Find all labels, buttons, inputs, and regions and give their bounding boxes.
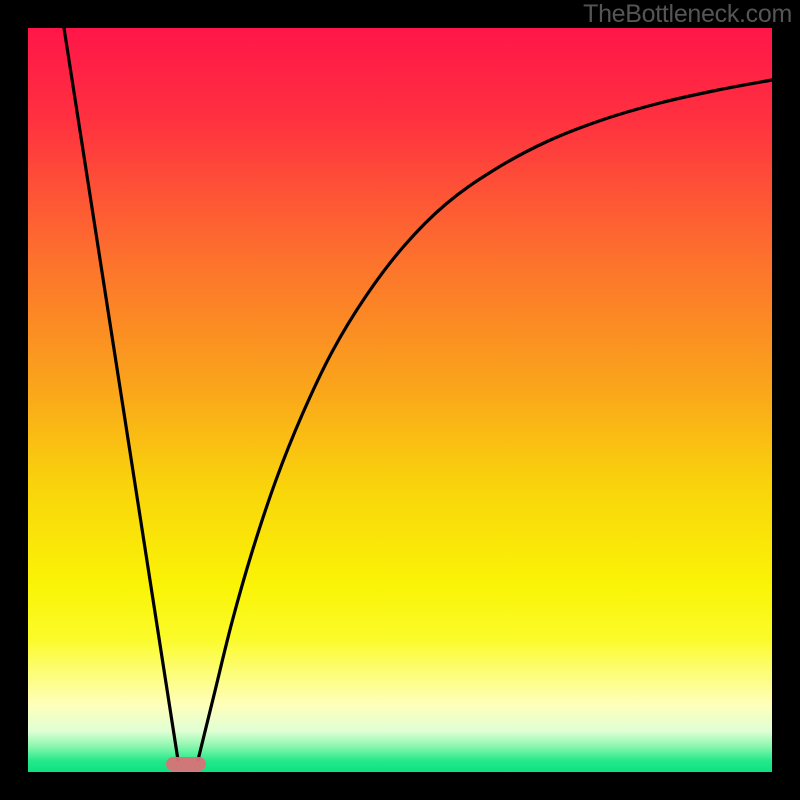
watermark-label: TheBottleneck.com xyxy=(583,0,792,29)
plot-gradient-background xyxy=(28,28,772,772)
chart-canvas: TheBottleneck.com xyxy=(0,0,800,800)
bottleneck-chart-svg xyxy=(0,0,800,800)
optimum-marker xyxy=(166,757,206,771)
